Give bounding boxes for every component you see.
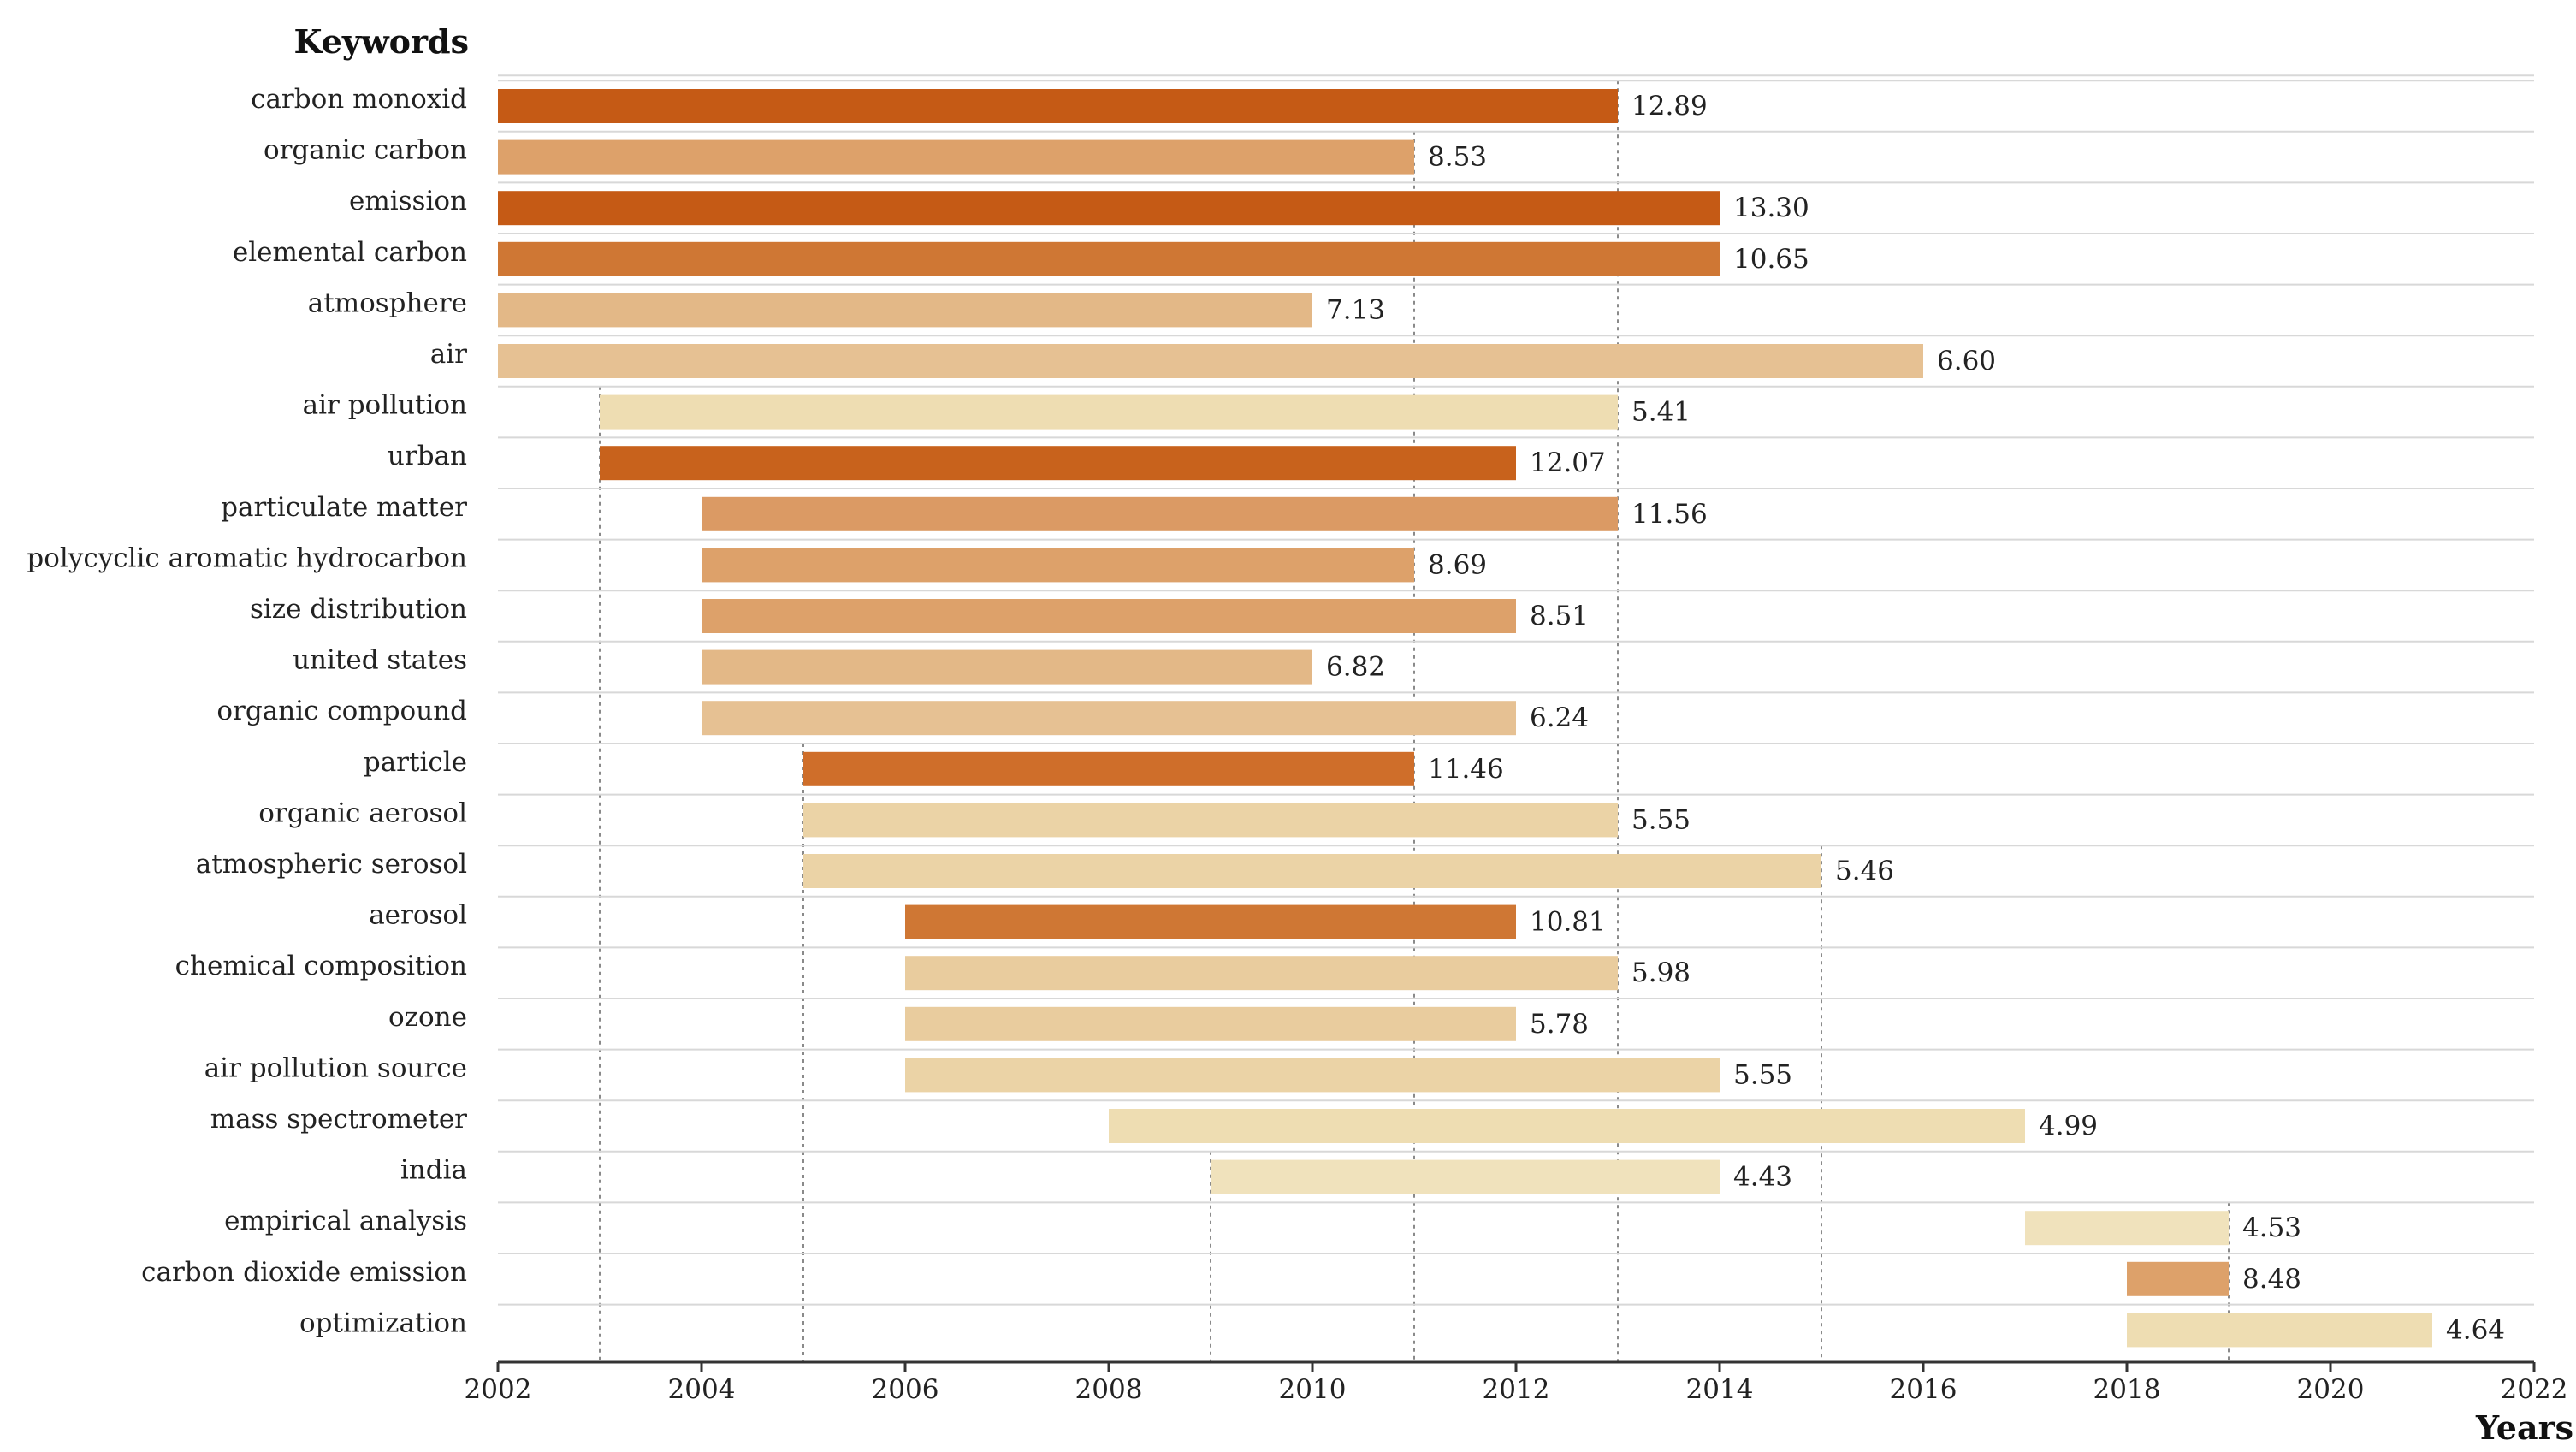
x-tick-label: 2016 [1890,1374,1957,1405]
keyword-label: india [400,1155,467,1186]
value-label: 10.81 [1530,907,1606,938]
bar [498,191,1720,226]
value-label: 10.65 [1733,244,1809,275]
value-label: 11.56 [1631,499,1708,530]
keyword-label: air pollution [303,390,467,421]
value-label: 4.53 [2242,1212,2301,1243]
value-label: 4.99 [2039,1111,2098,1141]
value-label: 11.46 [1428,754,1504,785]
x-tick-label: 2022 [2501,1374,2568,1405]
keyword-label: ozone [388,1002,467,1033]
keyword-label: emission [349,186,467,216]
x-tick-label: 2010 [1279,1374,1347,1405]
keyword-label: air pollution source [204,1052,467,1083]
value-label: 6.24 [1530,702,1589,733]
bar [803,803,1618,838]
value-label: 4.43 [1733,1162,1792,1193]
bar [905,1006,1516,1041]
keyword-label: particle [364,747,467,778]
bars [498,89,2432,1348]
keyword-label: particulate matter [221,492,467,523]
keyword-label: atmosphere [308,287,467,318]
keyword-label: mass spectrometer [210,1104,467,1135]
bar [2127,1261,2229,1296]
keyword-label: aerosol [369,900,467,931]
x-tick-label: 2018 [2093,1374,2161,1405]
keyword-label: carbon dioxide emission [141,1257,467,1288]
x-tick-label: 2008 [1075,1374,1143,1405]
keyword-label: polycyclic aromatic hydrocarbon [27,542,467,573]
value-label: 12.89 [1631,91,1708,121]
value-label: 5.55 [1631,804,1691,835]
bar [498,344,1923,378]
bar [498,89,1618,123]
bar [600,394,1618,430]
keyword-label: organic compound [216,696,467,726]
keyword-label: optimization [299,1307,467,1338]
value-label: 8.48 [2242,1264,2301,1295]
bar [702,599,1516,633]
value-label: 5.46 [1835,856,1894,886]
x-tick-label: 2006 [872,1374,939,1405]
bar [803,751,1414,786]
value-label: 6.82 [1326,652,1385,683]
value-label: 5.98 [1631,957,1691,988]
bar [2127,1313,2432,1348]
x-axis: 2002 2004 2006 2008 2010 2012 2014 2016 2018 2020… [465,1360,2568,1405]
x-tick-label: 2012 [1483,1374,1550,1405]
row-separators [498,74,2534,1306]
y-axis-title: Keywords [294,22,470,61]
x-tick-label: 2004 [668,1374,736,1405]
keyword-label: urban [388,441,467,471]
value-label: 6.60 [1937,346,1996,376]
value-label: 8.51 [1530,601,1589,631]
keyword-label: air [430,339,467,370]
bar [803,854,1821,888]
value-label: 4.64 [2446,1314,2505,1345]
bar [702,649,1312,685]
keyword-label: united states [293,645,467,676]
bar [702,701,1516,736]
value-label: 12.07 [1530,447,1606,478]
x-tick-label: 2002 [465,1374,532,1405]
bar [905,904,1516,939]
value-label: 7.13 [1326,294,1385,325]
value-label: 5.55 [1733,1059,1792,1090]
bar [498,139,1414,175]
x-tick-label: 2020 [2297,1374,2365,1405]
value-labels: 12.89 8.53 13.30 10.65 7.13 6.60 5.41 12.07 11.5… [1326,91,2505,1345]
bar [498,241,1720,276]
bar [905,956,1618,991]
bar [1211,1159,1720,1194]
bar [600,446,1516,481]
bar [2025,1211,2229,1246]
bar [702,496,1618,531]
value-label: 13.30 [1733,193,1809,223]
keyword-label: chemical composition [175,951,467,981]
value-label: 5.41 [1631,397,1691,428]
x-axis-title: Years [2475,1408,2573,1447]
keyword-label: elemental carbon [233,237,467,268]
value-label: 8.69 [1428,549,1487,580]
x-tick-label: 2014 [1686,1374,1754,1405]
bar [498,293,1312,328]
keyword-label: empirical analysis [224,1206,467,1236]
bar [905,1058,1720,1093]
bar [702,548,1414,583]
keyword-labels: carbon monoxid organic carbon emission elem… [27,84,467,1338]
keyword-label: atmospheric serosol [196,849,467,880]
keyword-label: carbon monoxid [251,84,467,115]
bar [1109,1109,2025,1143]
keyword-label: size distribution [250,594,467,625]
value-label: 5.78 [1530,1009,1589,1040]
value-label: 8.53 [1428,142,1487,173]
keyword-label: organic aerosol [258,797,467,828]
keyword-label: organic carbon [264,135,467,166]
